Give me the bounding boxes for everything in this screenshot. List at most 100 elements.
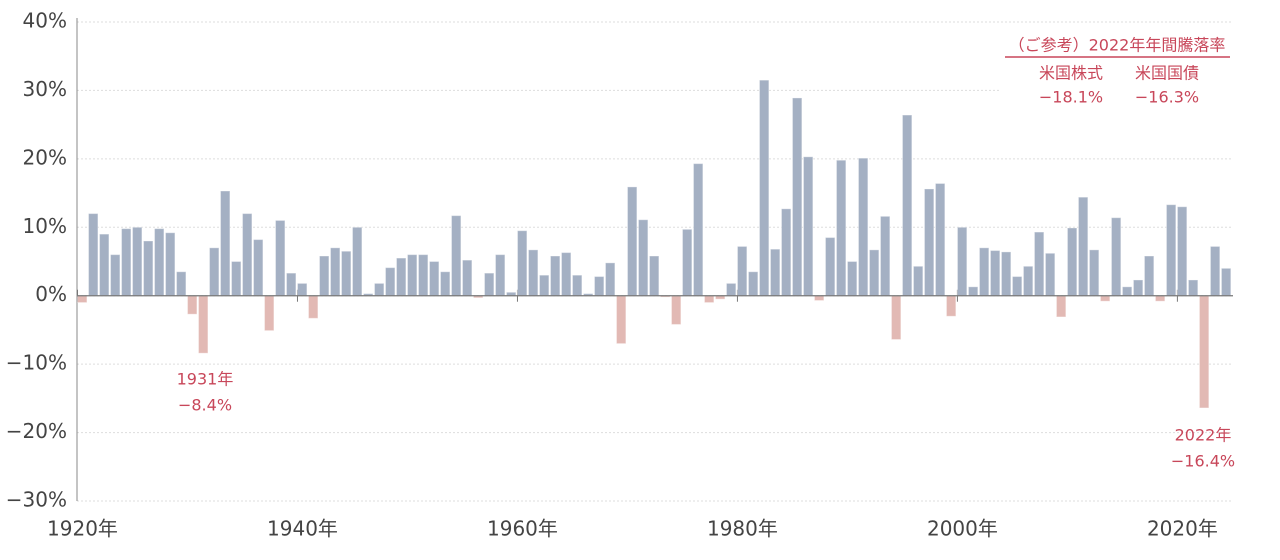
x-tick-label: 1940年 [267, 517, 338, 541]
bar [923, 188, 935, 297]
bar [1099, 295, 1111, 302]
bar [242, 213, 253, 297]
bar [1121, 286, 1133, 297]
bar [187, 295, 198, 315]
bar [1220, 267, 1232, 297]
bar [1066, 227, 1078, 297]
bar [1077, 196, 1089, 297]
bar [670, 295, 682, 325]
bar [813, 295, 825, 302]
bar [407, 254, 418, 297]
bar [297, 282, 308, 297]
bar [857, 157, 869, 297]
bar [1198, 295, 1210, 409]
bar [495, 254, 506, 297]
y-tick-label: −20% [6, 419, 67, 443]
bar [945, 295, 957, 317]
bar [692, 163, 704, 297]
bar [429, 261, 440, 297]
bar [879, 215, 891, 297]
bar [780, 208, 792, 297]
bar [121, 228, 132, 297]
bar [989, 250, 1001, 297]
bar [209, 247, 220, 297]
reference-box [1000, 30, 1235, 110]
y-tick-label: 10% [23, 214, 67, 238]
annotation: −8.4% [178, 396, 232, 415]
bar [1022, 265, 1034, 297]
annotation: 2022年 [1175, 426, 1232, 445]
bar [396, 257, 407, 297]
bar [77, 295, 88, 304]
bar [418, 254, 429, 297]
bar [572, 274, 583, 297]
bar [605, 262, 616, 297]
bar [1176, 206, 1188, 297]
bar [462, 259, 473, 297]
bar [967, 286, 979, 297]
y-tick-label: 30% [23, 77, 67, 101]
bar [385, 267, 396, 297]
bar [286, 272, 297, 297]
bar [253, 239, 264, 297]
bar [594, 276, 605, 297]
bar [791, 97, 803, 297]
bar [143, 240, 154, 297]
bar [539, 274, 550, 297]
bar [736, 245, 748, 297]
bar [1187, 279, 1199, 297]
bar [1088, 249, 1100, 297]
bar [308, 295, 319, 319]
bar [165, 232, 176, 297]
bar [374, 282, 385, 297]
bar [319, 255, 330, 297]
annotation: −16.4% [1171, 452, 1235, 471]
bar [802, 156, 814, 297]
bar [99, 233, 110, 297]
annotation: −16.3% [1135, 88, 1199, 107]
x-tick-label: 2020年 [1147, 517, 1218, 541]
bar [835, 159, 847, 297]
reference-title: （ご参考）2022年年間騰落率 [1009, 36, 1226, 55]
bar [1000, 251, 1012, 297]
x-tick-label: 1920年 [47, 517, 118, 541]
bar [231, 261, 242, 297]
bar [132, 226, 143, 297]
bar [649, 255, 660, 297]
bar [638, 219, 649, 297]
annotation: 米国株式 [1039, 64, 1103, 83]
x-tick-label: 1960年 [487, 517, 558, 541]
bar [528, 249, 539, 297]
y-tick-label: −10% [6, 351, 67, 375]
bar [198, 295, 209, 354]
bar [681, 228, 693, 297]
bar [1011, 276, 1023, 297]
x-tick-label: 2000年 [927, 517, 998, 541]
bar [868, 249, 880, 297]
bar [1055, 295, 1067, 318]
bar [824, 237, 836, 297]
bar [517, 230, 528, 297]
bar [110, 254, 121, 297]
bar [758, 79, 770, 297]
bar [154, 228, 165, 297]
bar [275, 219, 286, 297]
bar [561, 252, 572, 297]
y-tick-label: 20% [23, 145, 67, 169]
y-tick-label: −30% [6, 488, 67, 512]
bar [1044, 252, 1056, 297]
bar [440, 271, 451, 297]
bar [88, 213, 99, 297]
bar [352, 226, 363, 297]
bar [769, 248, 781, 297]
bar [890, 295, 902, 341]
bar [1154, 295, 1166, 302]
bar [1132, 279, 1144, 297]
bar [264, 295, 275, 332]
bar [341, 250, 352, 297]
bar [330, 247, 341, 297]
bar [725, 282, 737, 297]
annotation: 米国国債 [1135, 64, 1199, 83]
bar [978, 247, 990, 297]
